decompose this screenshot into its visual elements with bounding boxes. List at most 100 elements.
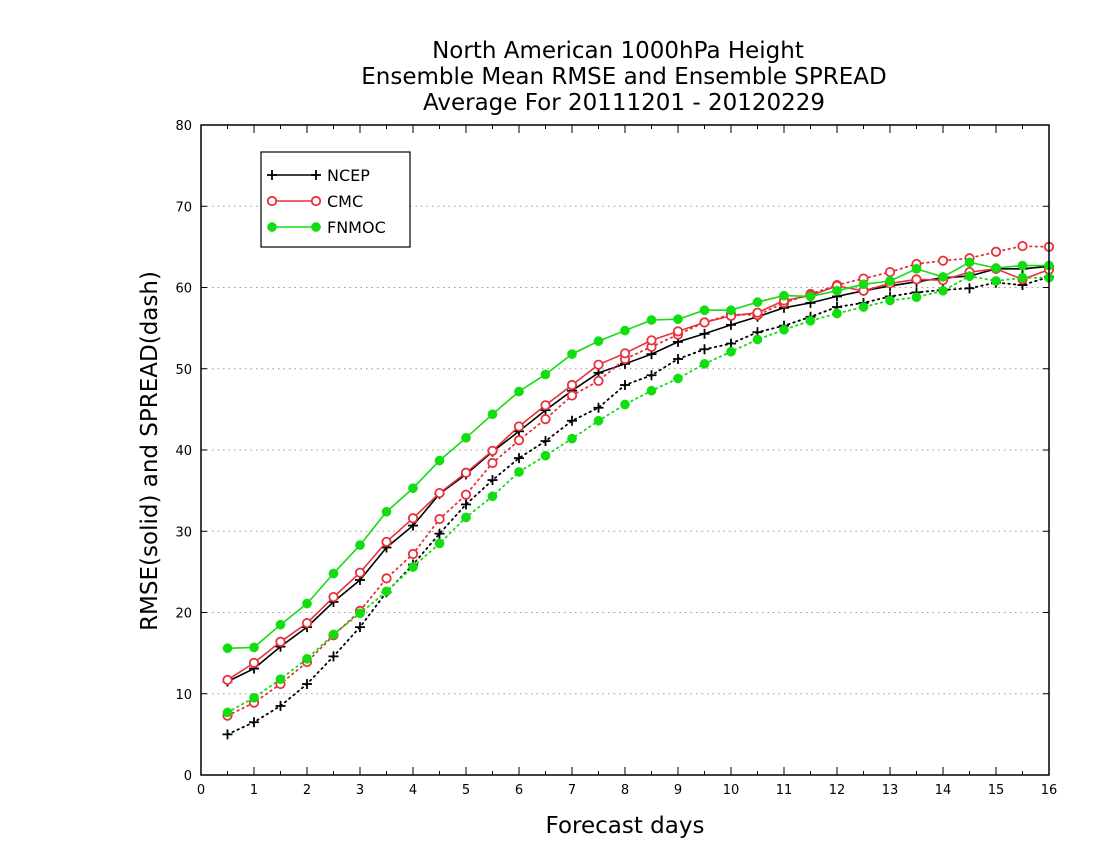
fnmoc-spread-point xyxy=(567,433,577,444)
ncep-rmse-point xyxy=(699,328,710,339)
ncep-spread-point xyxy=(514,453,524,464)
fnmoc-rmse-point xyxy=(461,432,471,443)
fnmoc-spread-point xyxy=(275,674,286,684)
cmc-rmse-point xyxy=(222,674,233,686)
x-tick-label: 5 xyxy=(462,783,470,798)
x-tick-label: 8 xyxy=(621,783,629,798)
fnmoc-rmse-point xyxy=(858,279,869,290)
fnmoc-rmse-point xyxy=(302,598,312,609)
fnmoc-spread-point xyxy=(487,491,498,502)
fnmoc-rmse-point xyxy=(620,325,630,336)
fnmoc-spread-point xyxy=(673,373,683,384)
ncep-spread-point xyxy=(620,380,630,390)
fnmoc-rmse-point xyxy=(964,257,975,268)
legend-item-cmc: CMC xyxy=(266,192,363,211)
fnmoc-spread-point xyxy=(593,415,604,426)
legend-marker xyxy=(266,195,278,207)
title-line-2: Ensemble Mean RMSE and Ensemble SPREAD xyxy=(361,64,886,90)
ncep-rmse-point xyxy=(726,319,736,330)
cmc-rmse-point xyxy=(699,317,710,328)
fnmoc-rmse-point xyxy=(567,349,577,359)
fnmoc-spread-point xyxy=(1017,272,1028,283)
x-tick-label: 6 xyxy=(515,783,523,798)
cmc-spread-point xyxy=(1017,240,1028,252)
fnmoc-spread-point xyxy=(408,562,418,572)
x-axis-label: Forecast days xyxy=(546,813,705,839)
y-tick-label: 60 xyxy=(175,282,192,297)
ncep-spread-point xyxy=(699,344,710,355)
cmc-rmse-point xyxy=(911,274,922,285)
legend-item-ncep: NCEP xyxy=(267,166,370,185)
title-line-3: Average For 20111201 - 20120229 xyxy=(423,90,825,116)
y-axis-label: RMSE(solid) and SPREAD(dash) xyxy=(137,271,163,631)
fnmoc-rmse-point xyxy=(726,305,736,316)
cmc-rmse-point xyxy=(434,487,445,499)
ncep-spread-point xyxy=(487,475,498,486)
fnmoc-spread-point xyxy=(726,346,736,357)
ncep-spread-point xyxy=(249,717,259,728)
fnmoc-rmse-point xyxy=(699,305,710,316)
fnmoc-rmse-point xyxy=(381,506,392,517)
ncep-spread-point xyxy=(275,700,286,711)
ncep-spread-point xyxy=(302,679,312,689)
cmc-spread-point xyxy=(593,375,604,387)
cmc-spread-series xyxy=(222,240,1055,721)
chart-title: North American 1000hPa Height Ensemble M… xyxy=(361,38,886,116)
fnmoc-rmse-point xyxy=(752,297,763,307)
cmc-rmse-line xyxy=(227,267,1050,681)
fnmoc-spread-point xyxy=(381,586,392,597)
fnmoc-spread-point xyxy=(699,359,710,369)
fnmoc-spread-point xyxy=(302,653,312,664)
ncep-spread-point xyxy=(355,622,365,633)
cmc-spread-point xyxy=(937,255,949,266)
ncep-rmse-line xyxy=(227,265,1050,683)
cmc-rmse-point xyxy=(275,636,286,647)
fnmoc-rmse-point xyxy=(593,336,604,346)
fnmoc-rmse-point xyxy=(355,540,365,550)
fnmoc-rmse-point xyxy=(1017,260,1028,271)
fnmoc-rmse-point xyxy=(514,386,524,397)
x-tick-label: 4 xyxy=(409,783,417,798)
cmc-rmse-point xyxy=(540,400,551,411)
fnmoc-rmse-point xyxy=(408,483,418,494)
fnmoc-rmse-point xyxy=(991,263,1001,273)
fnmoc-rmse-point xyxy=(222,643,233,654)
x-tick-label: 11 xyxy=(776,783,793,798)
fnmoc-spread-point xyxy=(646,385,657,396)
cmc-rmse-point xyxy=(460,467,472,478)
fnmoc-spread-point xyxy=(355,608,365,619)
ncep-spread-point xyxy=(964,283,975,294)
y-tick-label: 30 xyxy=(175,525,192,540)
x-tick-label: 10 xyxy=(723,783,740,798)
ncep-spread-point xyxy=(328,651,339,662)
cmc-rmse-point xyxy=(354,567,366,578)
fnmoc-rmse-series xyxy=(222,257,1054,654)
cmc-rmse-point xyxy=(248,657,260,668)
fnmoc-rmse-point xyxy=(275,619,286,630)
fnmoc-rmse-point xyxy=(673,314,683,325)
legend-marker xyxy=(267,170,277,180)
fnmoc-rmse-point xyxy=(779,290,789,301)
cmc-rmse-point xyxy=(752,307,763,318)
y-tick-label: 20 xyxy=(175,607,192,622)
fnmoc-spread-point xyxy=(222,707,233,718)
title-line-1: North American 1000hPa Height xyxy=(432,38,804,64)
cmc-rmse-point xyxy=(513,421,525,432)
y-tick-label: 70 xyxy=(175,200,192,215)
ncep-spread-series xyxy=(222,271,1054,740)
ncep-spread-point xyxy=(673,354,683,364)
cmc-rmse-point xyxy=(646,335,657,346)
y-tick-label: 0 xyxy=(184,769,192,784)
cmc-rmse-point xyxy=(672,326,684,337)
ncep-spread-line xyxy=(226,275,1050,736)
fnmoc-spread-point xyxy=(434,538,445,549)
x-tick-label: 12 xyxy=(829,783,846,798)
fnmoc-spread-point xyxy=(832,308,842,319)
cmc-spread-point xyxy=(884,266,896,278)
x-tick-label: 3 xyxy=(356,783,364,798)
cmc-rmse-point xyxy=(301,617,313,629)
cmc-rmse-point xyxy=(566,379,578,391)
y-tick-label: 50 xyxy=(175,363,192,378)
fnmoc-spread-point xyxy=(938,285,948,296)
